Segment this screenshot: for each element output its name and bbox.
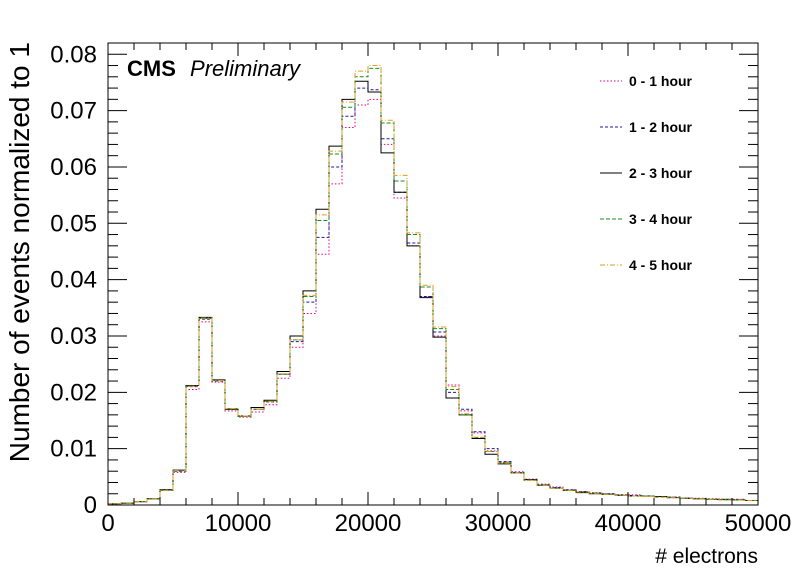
- y-tick-label: 0.04: [50, 267, 97, 294]
- x-tick-label: 20000: [335, 510, 402, 537]
- legend-label-5: 4 - 5 hour: [629, 257, 693, 273]
- y-tick-label: 0.06: [50, 154, 97, 181]
- cms-annotation: CMS Preliminary: [127, 56, 302, 81]
- y-tick-label: 0.07: [50, 98, 97, 125]
- tick-label-layer: 0 10000 20000 30000 40000 50000 0 0.01 0.02 0.03 0…: [50, 41, 791, 537]
- preliminary-label: Preliminary: [190, 56, 302, 81]
- y-axis-title: Number of events normalized to 1: [4, 42, 35, 462]
- x-tick-label: 50000: [725, 510, 792, 537]
- y-tick-label: 0.08: [50, 41, 97, 68]
- plot-frame: [107, 42, 759, 506]
- y-tick-label: 0.05: [50, 210, 97, 237]
- legend: 0 - 1 hour 1 - 2 hour 2 - 3 hour 3 - 4 hour…: [600, 73, 693, 273]
- x-axis-title: # electrons: [655, 545, 758, 568]
- legend-label-2: 1 - 2 hour: [629, 119, 693, 135]
- legend-label-4: 3 - 4 hour: [629, 211, 693, 227]
- legend-label-1: 0 - 1 hour: [629, 73, 693, 89]
- cms-label: CMS: [127, 56, 176, 81]
- y-tick-label: 0.02: [50, 379, 97, 406]
- x-tick-label: 10000: [205, 510, 272, 537]
- y-tick-label: 0.01: [50, 436, 97, 463]
- legend-label-3: 2 - 3 hour: [629, 165, 693, 181]
- y-tick-label: 0.03: [50, 323, 97, 350]
- series-layer: [107, 65, 758, 505]
- y-tick-label: 0: [84, 492, 97, 519]
- x-tick-label: 30000: [465, 510, 532, 537]
- series-5-line: [107, 65, 758, 505]
- x-tick-label: 0: [101, 510, 114, 537]
- x-tick-label: 40000: [595, 510, 662, 537]
